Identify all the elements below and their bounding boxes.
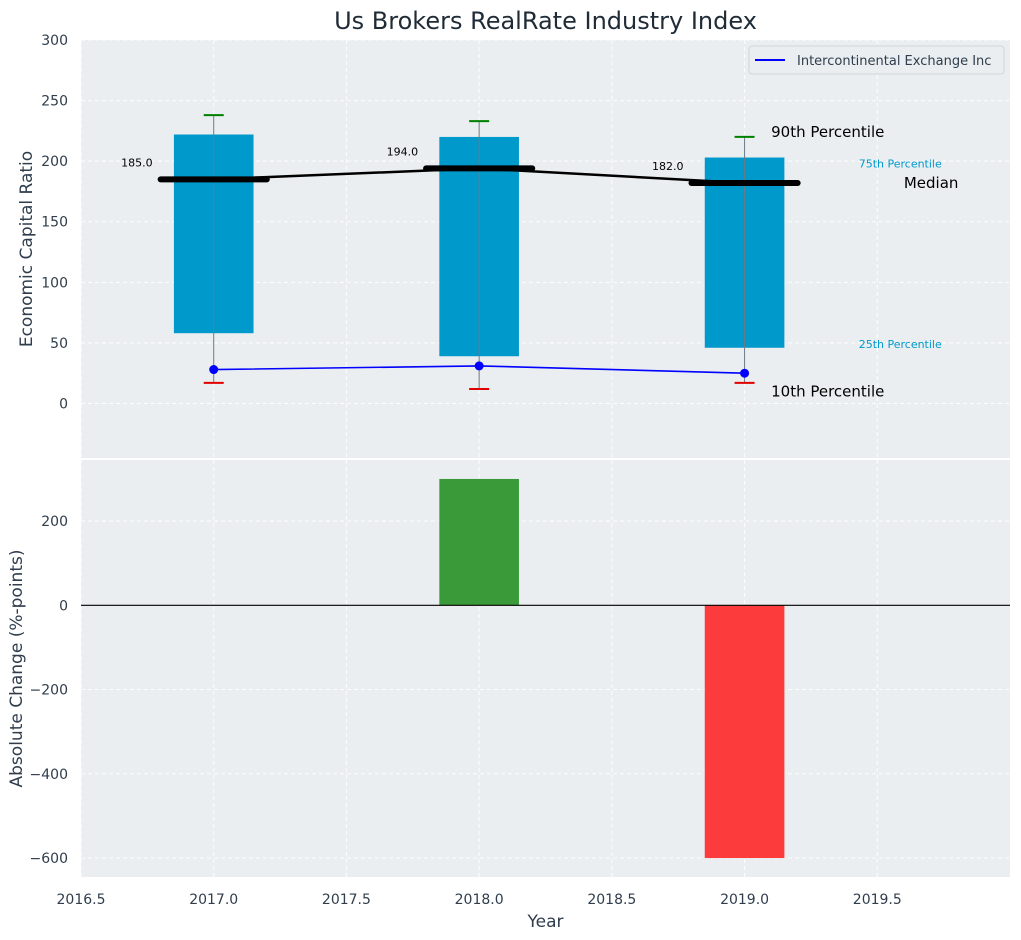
p25-annotation: 25th Percentile [859,338,942,351]
top-y-axis-label: Economic Capital Ratio [17,151,37,347]
change-bar-positive [439,478,519,606]
median-value-label: 182.0 [652,160,684,173]
x-tick-label: 2017.5 [322,892,371,908]
median-annotation: Median [904,174,959,192]
top-panel: 0 50 100 150 200 250 300 185.0 194.0 182.0 90th Pe… [17,7,1010,458]
p75-annotation: 75th Percentile [859,158,942,171]
x-tick-label: 2017.0 [189,892,238,908]
bottom-y-axis-label: Absolute Change (%-points) [7,550,27,788]
bottom-plot-background [81,460,1010,877]
median-value-label: 194.0 [387,145,419,158]
bottom-y-tick-label: 0 [59,598,68,614]
top-y-tick-label: 250 [41,94,68,110]
top-y-tick-label: 200 [41,154,68,170]
company-point [740,368,750,378]
company-point [474,361,484,371]
top-y-tick-label: 50 [50,336,68,352]
p10-annotation: 10th Percentile [771,382,884,400]
p90-annotation: 90th Percentile [771,123,884,141]
company-point [209,365,219,375]
bottom-y-tick-label: −400 [30,767,68,783]
median-value-label: 185.0 [121,156,153,169]
top-y-tick-label: 100 [41,275,68,291]
change-bar-negative [704,605,785,859]
x-axis-label: Year [527,912,564,932]
legend-entry-label: Intercontinental Exchange Inc [797,54,991,69]
chart-title: Us Brokers RealRate Industry Index [334,7,757,35]
legend: Intercontinental Exchange Inc [748,45,1005,75]
top-y-tick-label: 150 [41,215,68,231]
x-tick-label: 2018.0 [455,892,504,908]
bottom-y-tick-label: 200 [41,514,68,530]
x-tick-label: 2018.5 [587,892,636,908]
top-y-tick-label: 300 [41,33,68,49]
top-y-tick-label: 0 [59,396,68,412]
legend-frame [748,45,1005,75]
x-tick-label: 2019.5 [853,892,902,908]
bottom-y-tick-label: −200 [30,683,68,699]
x-tick-label: 2016.5 [57,892,106,908]
x-tick-label: 2019.0 [720,892,769,908]
bottom-y-tick-label: −600 [30,851,68,867]
bottom-panel: 2016.5 2017.0 2017.5 2018.0 2018.5 2019.0 2019… [7,460,1010,932]
